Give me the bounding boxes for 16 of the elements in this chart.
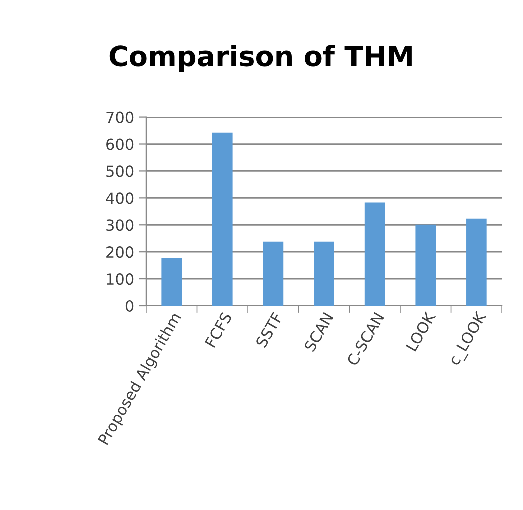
y-tick-label: 400 — [106, 192, 134, 204]
y-tick-label: 300 — [106, 220, 134, 232]
bar — [263, 242, 284, 306]
bar — [162, 258, 182, 306]
y-tick-label: 500 — [106, 166, 134, 178]
bar — [416, 224, 436, 306]
bar — [314, 242, 334, 306]
bar — [466, 218, 487, 306]
y-tick-label: 0 — [126, 300, 134, 312]
bar — [212, 132, 233, 306]
y-tick-label: 200 — [106, 246, 134, 258]
y-tick-label: 600 — [106, 138, 134, 150]
y-tick-label: 700 — [106, 112, 134, 124]
y-tick-label: 100 — [107, 274, 134, 286]
chart-title: Comparison of THM — [110, 45, 412, 72]
bar — [364, 202, 386, 306]
